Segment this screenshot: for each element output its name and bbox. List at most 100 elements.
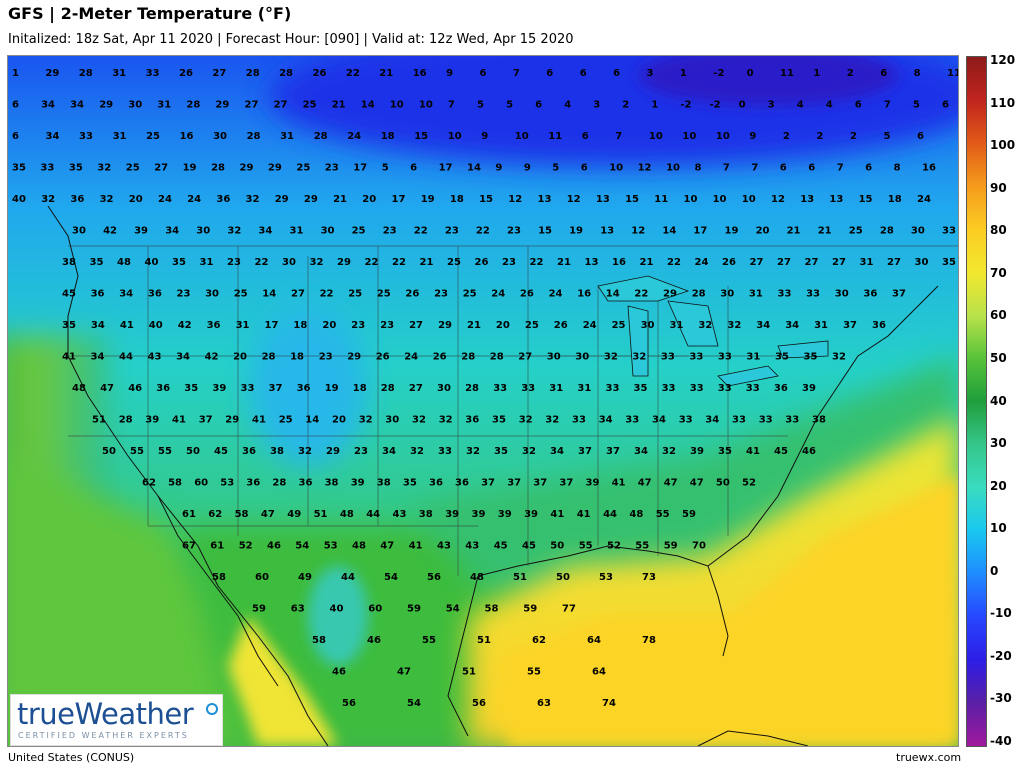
temperature-value: 43 [148,352,162,363]
temperature-value: 1 [12,68,19,79]
temperature-value: 6 [855,100,862,111]
temperature-value: 25 [279,415,293,426]
temperature-value: 6 [535,100,542,111]
temperature-value: 29 [225,415,239,426]
temperature-value: 33 [521,383,535,394]
temperature-value: 41 [62,352,76,363]
temperature-value: 23 [319,352,333,363]
temperature-value: 22 [255,257,269,268]
temperature-map[interactable]: 1 29 28 31 33 26 27 28 28 26 22 21 16 9 6 7 6 6 6 3 1 -2 0 11 1 2… [7,55,959,747]
temperature-value: 21 [332,100,346,111]
colorbar-tick: 60 [990,308,1007,323]
temperature-value: 44 [119,352,133,363]
colorbar-tick: -40 [990,734,1012,748]
temperature-value: 32 [632,352,646,363]
temperature-value: 27 [750,257,764,268]
temperature-value: 22 [530,257,544,268]
temperature-value: 45 [62,289,76,300]
temperature-value: 6 [917,131,924,142]
temperature-value: 25 [296,163,310,174]
temperature-value: 40 [149,320,163,331]
temperature-colorbar [966,56,987,747]
temperature-value: 41 [409,541,423,552]
temperature-value: 33 [146,68,160,79]
temperature-value: 36 [91,289,105,300]
temperature-value: 36 [246,478,260,489]
colorbar-tick: 0 [990,563,999,578]
temperature-value: 23 [177,289,191,300]
temperature-value: 43 [437,541,451,552]
temperature-value: 27 [409,383,423,394]
temperature-value: 11 [548,131,562,142]
temperature-value: 52 [742,478,756,489]
temperature-value: 45 [522,541,536,552]
temperature-value: 36 [429,478,443,489]
temperature-value: 32 [519,415,533,426]
temperature-value: 3 [647,68,654,79]
temperature-value: 31 [200,257,214,268]
temperature-value: 33 [942,226,956,237]
temperature-value: 61 [210,541,224,552]
temperature-value: 29 [99,100,113,111]
temperature-value: 47 [638,478,652,489]
temperature-value: 39 [134,226,148,237]
temperature-value: 55 [527,667,541,678]
temperature-value: 35 [942,257,956,268]
temperature-value: 9 [495,163,502,174]
temperature-value: 33 [661,352,675,363]
temperature-value: 7 [513,68,520,79]
temperature-value: 78 [642,635,656,646]
temperature-value: 23 [325,163,339,174]
temperature-value: 31 [814,320,828,331]
temperature-value: 32 [410,446,424,457]
temperature-value: 48 [352,541,366,552]
temperature-value: 2 [816,131,823,142]
temperature-value: 17 [439,163,453,174]
temperature-value: 10 [716,131,730,142]
temperature-value: 22 [392,257,406,268]
temperature-value: 54 [384,572,398,583]
temperature-value: 33 [438,446,452,457]
temperature-labels: 1 29 28 31 33 26 27 28 28 26 22 21 16 9 6 7 6 6 6 3 1 -2 0 11 1 2… [12,68,958,709]
temperature-value: -2 [680,100,691,111]
temperature-value: 21 [640,257,654,268]
temperature-value: 32 [727,320,741,331]
temperature-value: 19 [725,226,739,237]
temperature-value: 58 [168,478,182,489]
temperature-value: 24 [491,289,505,300]
temperature-value: 31 [746,352,760,363]
temperature-value: 52 [607,541,621,552]
temperature-value: 47 [690,478,704,489]
temperature-value: 6 [780,163,787,174]
temperature-value: 39 [524,509,538,520]
temperature-value: 41 [746,446,760,457]
temperature-value: 30 [641,320,655,331]
temperature-value: 38 [812,415,826,426]
temperature-value: 38 [377,478,391,489]
temperature-value: 9 [749,131,756,142]
temperature-value: 36 [465,415,479,426]
temperature-value: 34 [70,100,84,111]
temperature-value: 25 [525,320,539,331]
temperature-value: 23 [507,226,521,237]
temperature-value: 42 [178,320,192,331]
temperature-value: 13 [600,226,614,237]
temperature-value: 18 [290,352,304,363]
temperature-value: 27 [832,257,846,268]
temperature-value: 17 [392,194,406,205]
site-link[interactable]: truewx.com [896,751,962,764]
temperature-value: 6 [581,163,588,174]
temperature-value: 41 [612,478,626,489]
temperature-value: 35 [184,383,198,394]
temperature-value: 27 [409,320,423,331]
temperature-value: 74 [602,698,616,709]
temperature-value: 54 [446,604,460,615]
temperature-value: 6 [12,100,19,111]
temperature-value: 34 [41,100,55,111]
temperature-value: 51 [314,509,328,520]
temperature-value: 73 [642,572,656,583]
temperature-value: 38 [325,478,339,489]
temperature-value: 37 [533,478,547,489]
temperature-value: 20 [332,415,346,426]
temperature-value: 35 [804,352,818,363]
